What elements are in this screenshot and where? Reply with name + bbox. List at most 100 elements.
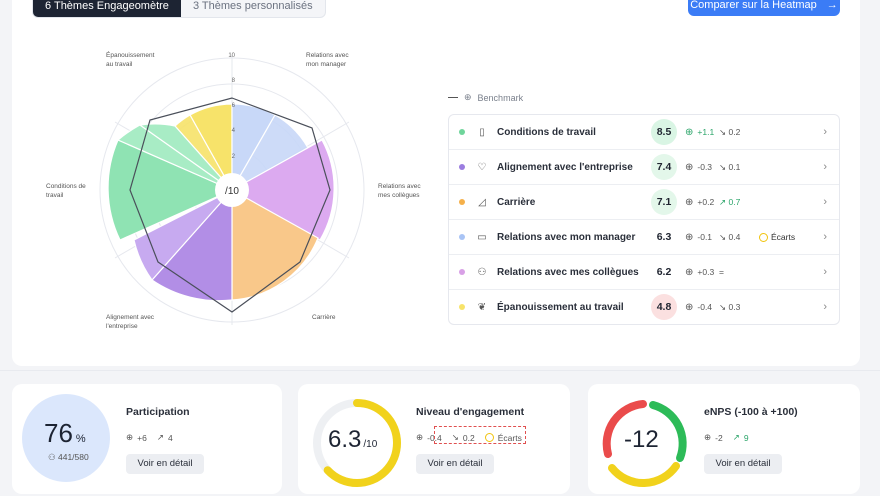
engagement-highlight-box xyxy=(434,426,526,444)
trend-down-icon: ↘ xyxy=(719,126,729,137)
theme-trend: ↘ 0.1 xyxy=(719,162,740,173)
tick-6: 6 xyxy=(232,103,236,109)
ecarts-icon xyxy=(484,433,494,442)
theme-row[interactable]: ▯ Conditions de travail 8.5 ⊕ +1.1 ↘ 0.2 › xyxy=(449,115,839,150)
theme-score: 7.4 xyxy=(651,154,677,180)
participation-circle xyxy=(22,394,110,482)
globe-icon: ⊕ xyxy=(685,266,694,278)
engagement-detail-button[interactable]: Voir en détail xyxy=(416,454,494,474)
trend-down-icon: ↘ xyxy=(451,432,459,442)
theme-trend-value: 0.1 xyxy=(728,161,741,172)
engagement-trend: 0.2 xyxy=(462,432,475,443)
theme-color-dot xyxy=(459,129,465,135)
engagement-value: 6.3/10 xyxy=(328,426,377,454)
theme-score: 7.1 xyxy=(651,189,677,215)
benchmark-line-icon xyxy=(448,97,458,98)
theme-score: 8.5 xyxy=(651,119,677,145)
globe-icon: ⊕ xyxy=(416,432,424,442)
people-icon: ⚇ xyxy=(477,266,487,278)
participation-respondents: ⚇ 441/580 xyxy=(48,452,89,463)
theme-color-dot xyxy=(459,234,465,240)
engagement-title: Niveau d'engagement xyxy=(416,406,525,418)
engagement-unit: /10 xyxy=(363,439,378,450)
enps-detail-button[interactable]: Voir en détail xyxy=(704,454,782,474)
petal-carriere xyxy=(231,188,319,301)
petal-alignement-2 xyxy=(133,189,233,281)
trend-up-icon: ↗ xyxy=(719,196,729,207)
theme-trend: = xyxy=(719,267,724,277)
axis-label-collegues-1: Relations avec xyxy=(378,183,421,190)
chevron-right-icon: › xyxy=(823,231,827,243)
compare-heatmap-button[interactable]: Comparer sur la Heatmap → xyxy=(688,0,840,16)
trend-up-icon: ↗ xyxy=(156,432,164,442)
axis-label-carriere: Carrière xyxy=(312,314,336,321)
theme-color-dot xyxy=(459,164,465,170)
theme-benchmark: ⊕ -0.4 xyxy=(685,302,712,313)
theme-benchmark: ⊕ +1.1 xyxy=(685,127,714,138)
petal-conditions xyxy=(107,139,234,241)
participation-detail-button[interactable]: Voir en détail xyxy=(126,454,204,474)
engagement-ecarts[interactable]: Écarts xyxy=(497,432,522,443)
person-icon: ⚇ xyxy=(48,452,56,462)
radar-chart: /10 10 8 6 4 2 Épanouissement au travail… xyxy=(46,50,421,330)
theme-benchmark: ⊕ -0.3 xyxy=(685,162,712,173)
theme-row[interactable]: ⚇ Relations avec mes collègues 6.2 ⊕ +0.3 = › xyxy=(449,255,839,290)
petal-alignement xyxy=(151,188,233,302)
theme-benchmark: ⊕ -0.1 xyxy=(685,232,712,243)
radar-center-label: /10 xyxy=(225,186,239,197)
enps-value: -12 xyxy=(624,426,659,453)
chart-icon: ◿ xyxy=(478,196,486,208)
petal-epan-3 xyxy=(138,123,233,191)
theme-trend-value: = xyxy=(719,267,724,277)
chevron-right-icon: › xyxy=(823,126,827,138)
axis-label-epanouissement-1: Épanouissement xyxy=(106,50,155,59)
axis-label-collegues-2: mes collègues xyxy=(378,192,420,199)
chevron-right-icon: › xyxy=(823,161,827,173)
theme-score: 6.3 xyxy=(656,231,672,243)
enps-title: eNPS (-100 à +100) xyxy=(704,406,798,418)
tab-engageometre[interactable]: 6 Thèmes Engageomètre xyxy=(33,0,181,17)
tick-4: 4 xyxy=(232,128,236,134)
globe-icon: ⊕ xyxy=(685,301,694,313)
theme-benchmark-value: +1.1 xyxy=(697,127,715,137)
theme-label: Épanouissement au travail xyxy=(497,301,624,313)
participation-title: Participation xyxy=(126,406,190,418)
trend-up-icon: ↗ xyxy=(732,432,740,442)
theme-label: Conditions de travail xyxy=(497,126,596,138)
theme-trend-value: 0.3 xyxy=(728,301,741,312)
benchmark-legend-label: Benchmark xyxy=(477,92,524,103)
chevron-right-icon: › xyxy=(823,196,827,208)
theme-color-dot xyxy=(459,199,465,205)
theme-label: Alignement avec l'entreprise xyxy=(497,161,633,173)
axis-label-epanouissement-2: au travail xyxy=(106,61,133,68)
theme-row[interactable]: ❦ Épanouissement au travail 4.8 ⊕ -0.4 ↘ 0.3 › xyxy=(449,290,839,324)
benchmark-outline xyxy=(129,97,331,313)
globe-icon: ⊕ xyxy=(685,196,694,208)
theme-row[interactable]: ▭ Relations avec mon manager 6.3 ⊕ -0.1 ↘ 0.4… xyxy=(449,220,839,255)
theme-benchmark: ⊕ +0.3 xyxy=(685,267,714,278)
globe-icon: ⊕ xyxy=(685,231,694,243)
axis-label-conditions-2: travail xyxy=(46,192,64,199)
axis-label-manager-1: Relations avec xyxy=(306,52,349,59)
globe-icon: ⊕ xyxy=(704,432,712,442)
theme-trend: ↘ 0.2 xyxy=(719,127,740,138)
heart-icon: ♡ xyxy=(477,161,487,173)
tab-custom-themes[interactable]: 3 Thèmes personnalisés xyxy=(192,0,313,12)
participation-card: 76% ⚇ 441/580 Participation ⊕ +6 ↗ 4 Voir … xyxy=(12,384,282,494)
theme-score: 4.8 xyxy=(651,294,677,320)
theme-label: Relations avec mes collègues xyxy=(497,266,639,278)
theme-set-switch: 6 Thèmes Engageomètre 3 Thèmes personnal… xyxy=(32,0,326,18)
theme-row[interactable]: ♡ Alignement avec l'entreprise 7.4 ⊕ -0.3 ↘ 0… xyxy=(449,150,839,185)
radar-petals xyxy=(107,103,335,302)
tick-10: 10 xyxy=(228,53,235,59)
theme-row[interactable]: ◿ Carrière 7.1 ⊕ +0.2 ↗ 0.7 › xyxy=(449,185,839,220)
axis-label-conditions-1: Conditions de xyxy=(46,183,86,190)
trend-down-icon: ↘ xyxy=(719,231,729,242)
theme-benchmark-value: +0.3 xyxy=(697,267,715,277)
section-divider xyxy=(0,370,880,371)
engagement-card: 6.3/10 Niveau d'engagement ⊕ -0.4 ↘ 0.2 Éc… xyxy=(298,384,570,494)
theme-ecarts[interactable]: Écarts xyxy=(759,232,795,242)
theme-trend-value: 0.4 xyxy=(728,231,741,242)
participation-value: 76% xyxy=(44,418,86,449)
tick-8: 8 xyxy=(232,78,236,84)
